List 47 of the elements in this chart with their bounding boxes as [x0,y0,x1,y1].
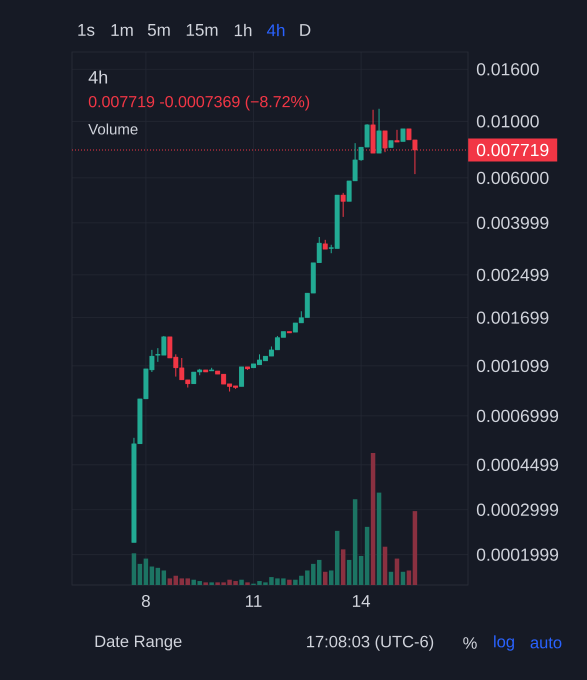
x-tick-label: 14 [352,595,370,607]
text: 5m [148,24,170,36]
bar [340,549,346,585]
y-tick-label: 0.003999 [476,216,548,230]
text: 1h [234,24,252,36]
y-tick-label: 0.0001999 [476,548,558,561]
x-tick-label: 8 [142,594,150,608]
annotation: Volume [88,124,138,135]
text: 1s [78,24,94,36]
text: 1m [111,24,133,36]
candlestick [400,128,406,142]
bar [376,492,382,585]
bar [394,558,400,585]
text: 4h [266,24,284,36]
bar [400,572,406,585]
x-tick-label: 11 [246,595,262,607]
candlestick [394,129,400,143]
y-tick-label: 0.002499 [476,268,548,282]
bar [287,580,292,585]
candlestick [340,192,346,218]
y-tick-label: 0.01000 [476,115,539,128]
y-tick-label: 0.001699 [476,311,548,324]
text: 4h [88,70,108,84]
bar [382,546,388,585]
text: % [463,637,477,649]
y-tick-label: 0.001099 [476,360,548,372]
y-tick-label: 0.0004499 [476,458,558,472]
text: 15m [186,24,218,36]
y-tick-label: 0.006000 [476,172,548,184]
bar [239,580,244,585]
text: D [300,24,310,36]
text: log [494,635,514,651]
annotation: 0.007719 -0.0007369 (−8.72%) [88,96,310,110]
text: Date Range [96,636,182,650]
y-tick-label: 0.0006999 [476,410,558,422]
y-tick-label: 0.01600 [476,63,539,76]
candlestick [376,108,382,154]
bar [203,582,208,585]
text: auto [530,638,562,648]
candlestick [239,366,244,387]
text: 17:08:03 (UTC-6) [307,635,434,651]
bar [370,452,376,585]
candlestick [322,239,328,250]
ref-line-label: 0.007719 [476,144,548,156]
bar [323,572,328,585]
bar [209,582,214,585]
y-tick-label: 0.0002999 [476,504,558,516]
